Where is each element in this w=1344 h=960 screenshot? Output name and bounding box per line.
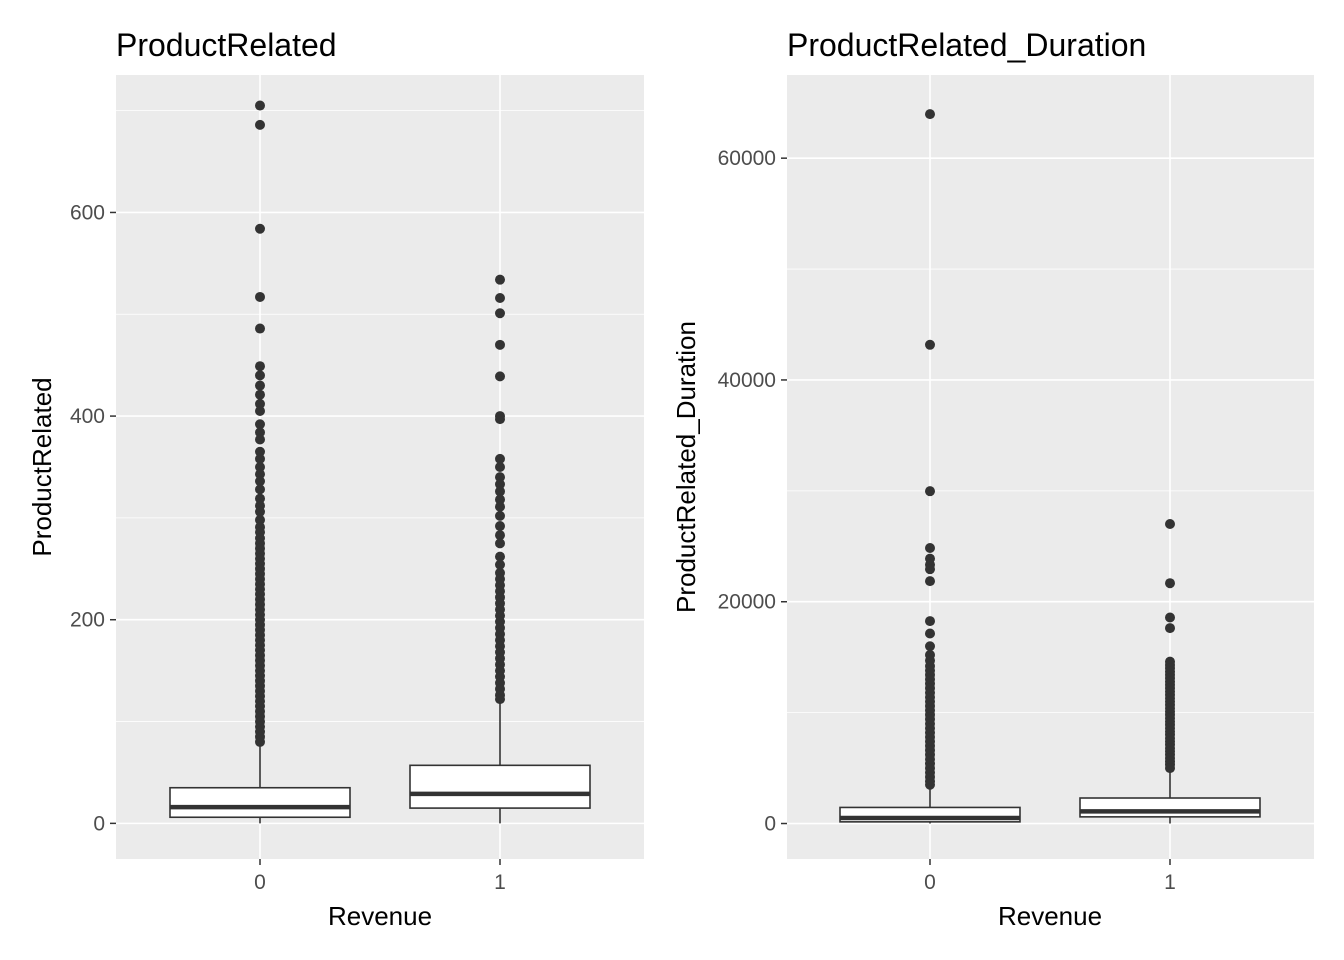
iqr-box [169, 786, 351, 819]
outlier-point [255, 419, 265, 430]
box-marks [169, 100, 591, 824]
outlier-point [495, 339, 505, 350]
outlier-point [925, 543, 935, 554]
outlier-point [255, 389, 265, 400]
outlier-point [925, 628, 935, 639]
chart-panel-product-related-duration: ProductRelated_Duration 0 20000 40000 60000… [671, 27, 1314, 931]
y-tick-label: 20000 [718, 591, 776, 614]
outlier-point [1165, 763, 1175, 774]
chart-title: ProductRelated_Duration [787, 27, 1146, 63]
outlier-point [255, 323, 265, 334]
box-group-0 [839, 109, 1021, 824]
y-tick-label: 600 [70, 201, 105, 224]
outlier-point [925, 641, 935, 652]
outlier-point [255, 100, 265, 111]
outlier-point [495, 472, 505, 483]
outlier-point [495, 486, 505, 497]
outlier-point [1165, 578, 1175, 589]
y-tick-label: 0 [93, 812, 105, 835]
outlier-point [495, 414, 505, 425]
outlier-point [495, 274, 505, 285]
box-group-0 [169, 100, 351, 824]
outlier-point [255, 462, 265, 472]
outlier-point [255, 406, 265, 416]
outlier-point [495, 521, 505, 532]
outlier-point [925, 576, 935, 587]
iqr-box [409, 764, 591, 809]
box-marks [839, 109, 1261, 824]
x-tick-label: 1 [1164, 871, 1176, 894]
chart-title: ProductRelated [116, 27, 337, 63]
outlier-point [495, 551, 505, 562]
x-tick-label: 0 [254, 871, 266, 894]
outlier-point [255, 469, 265, 480]
box-group-1 [409, 274, 591, 824]
outlier-point [495, 530, 505, 541]
outlier-point [255, 446, 265, 457]
outlier-point [255, 484, 265, 495]
outlier-point [495, 510, 505, 521]
outlier-point [925, 339, 935, 350]
x-axis-title: Revenue [998, 901, 1102, 931]
y-tick-label: 40000 [718, 369, 776, 392]
y-tick-label: 400 [70, 405, 105, 428]
x-tick-label: 1 [494, 871, 506, 894]
y-tick-label: 60000 [718, 147, 776, 170]
outlier-point [495, 479, 505, 490]
x-axis-title: Revenue [328, 901, 432, 931]
outlier-point [255, 119, 265, 130]
outlier-point [1165, 519, 1175, 530]
outlier-point [255, 361, 265, 372]
outlier-point [255, 427, 265, 438]
outlier-point [495, 559, 505, 570]
outlier-point [1165, 612, 1175, 623]
chart-panel-product-related: ProductRelated 0 200 400 600 0 1 Revenue Prod… [27, 27, 644, 931]
outlier-point [495, 494, 505, 505]
outlier-point [495, 462, 505, 472]
outlier-point [255, 506, 265, 517]
outlier-point [255, 453, 265, 464]
axis-ticks: 0 20000 40000 60000 0 1 [718, 147, 1176, 894]
outlier-point [495, 292, 505, 303]
plot-background [116, 75, 644, 859]
outlier-point [925, 486, 935, 497]
outlier-point [495, 501, 505, 512]
axis-ticks: 0 200 400 600 0 1 [70, 201, 506, 894]
y-axis-title: ProductRelated [27, 377, 57, 556]
y-tick-label: 200 [70, 609, 105, 632]
y-axis-title: ProductRelated_Duration [671, 321, 701, 613]
outlier-point [255, 398, 265, 409]
plot-background [787, 75, 1314, 859]
outlier-point [495, 371, 505, 382]
outlier-point [255, 736, 265, 747]
box-group-1 [1079, 519, 1261, 824]
outlier-point [255, 223, 265, 234]
outlier-point [255, 476, 265, 487]
outlier-point [255, 493, 265, 504]
outlier-point [925, 616, 935, 627]
outlier-point [1165, 623, 1175, 634]
y-tick-label: 0 [764, 813, 776, 836]
outlier-point [255, 514, 265, 525]
iqr-box [1079, 797, 1261, 818]
outlier-point [925, 109, 935, 120]
outlier-point [495, 694, 505, 705]
outlier-point [255, 370, 265, 381]
outlier-point [495, 308, 505, 319]
outlier-point [495, 538, 505, 549]
outlier-point [925, 564, 935, 575]
x-tick-label: 0 [924, 871, 936, 894]
outlier-point [925, 779, 935, 790]
outlier-point [255, 380, 265, 391]
outlier-point [255, 291, 265, 302]
outlier-point [495, 453, 505, 464]
outlier-point [255, 434, 265, 445]
